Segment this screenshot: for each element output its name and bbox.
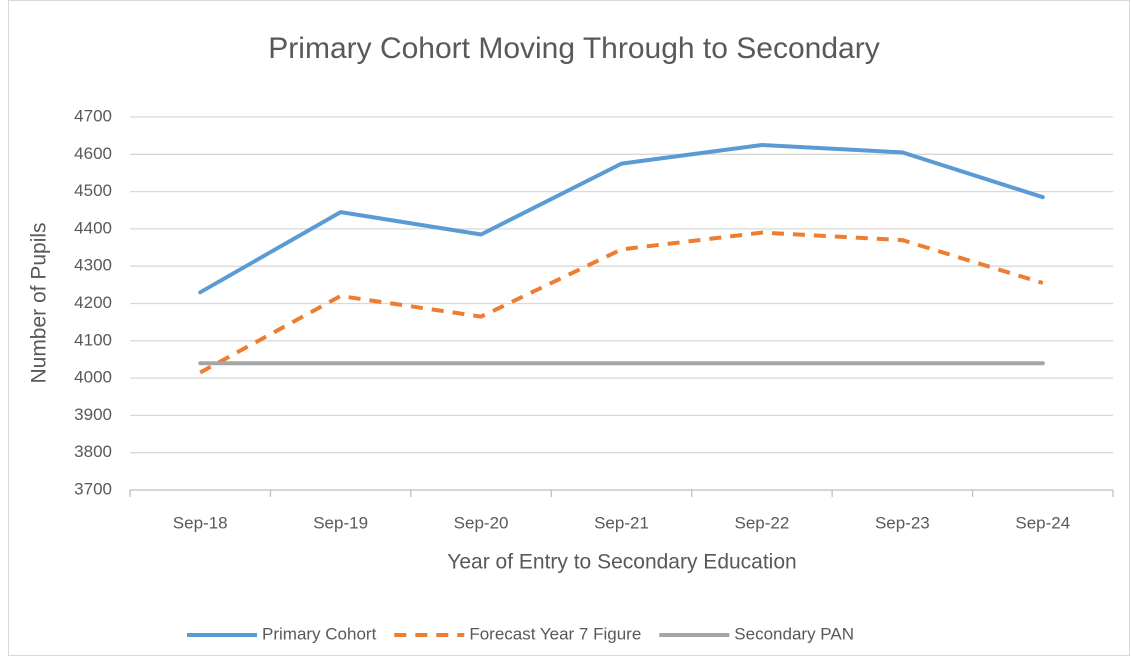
series-line — [198, 143, 1045, 295]
y-tick-label: 4400 — [74, 218, 112, 237]
y-tick-label: 4200 — [74, 293, 112, 312]
x-tick-label: Sep-19 — [313, 513, 368, 532]
chart-frame — [8, 0, 1130, 656]
legend-label: Forecast Year 7 Figure — [469, 624, 641, 643]
y-tick-label: 3900 — [74, 405, 112, 424]
chart-title: Primary Cohort Moving Through to Seconda… — [268, 32, 879, 65]
y-tick-label: 4300 — [74, 256, 112, 275]
y-axis-title: Number of Pupils — [28, 222, 51, 383]
x-tick-label: Sep-21 — [594, 513, 649, 532]
y-tick-label: 3800 — [74, 442, 112, 461]
y-tick-label: 4000 — [74, 368, 112, 387]
x-tick-label: Sep-24 — [1015, 513, 1070, 532]
y-tick-label: 4100 — [74, 330, 112, 349]
x-tick-label: Sep-18 — [173, 513, 228, 532]
y-tick-label: 3700 — [74, 479, 112, 498]
y-tick-label: 4600 — [74, 144, 112, 163]
legend-label: Secondary PAN — [734, 624, 854, 643]
x-axis-title: Year of Entry to Secondary Education — [447, 551, 796, 574]
y-tick-label: 4700 — [74, 106, 112, 125]
x-tick-label: Sep-20 — [454, 513, 509, 532]
y-tick-label: 4500 — [74, 181, 112, 200]
x-tick-label: Sep-22 — [735, 513, 790, 532]
x-tick-label: Sep-23 — [875, 513, 930, 532]
legend-label: Primary Cohort — [262, 624, 377, 643]
series-line — [199, 230, 1044, 375]
